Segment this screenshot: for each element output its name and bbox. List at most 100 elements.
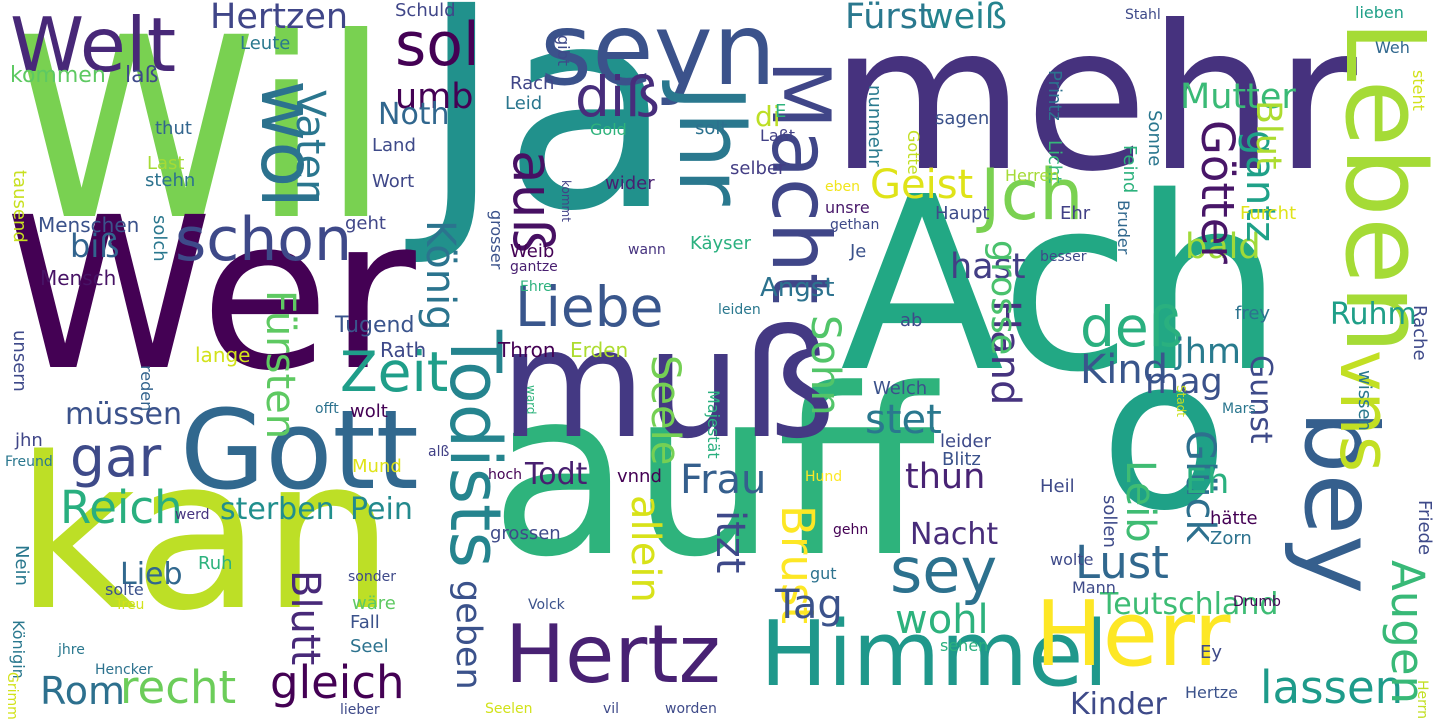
cloud-word: gleich bbox=[270, 656, 405, 709]
cloud-word: grosse bbox=[983, 240, 1023, 356]
cloud-word: offt bbox=[315, 401, 339, 417]
cloud-word: Herr bbox=[1035, 582, 1231, 687]
cloud-word: gethan bbox=[830, 217, 880, 233]
cloud-word: deß bbox=[1080, 295, 1184, 359]
cloud-word: geben bbox=[448, 580, 488, 690]
cloud-word: Welch bbox=[873, 378, 928, 399]
cloud-word: Augen bbox=[1381, 560, 1434, 705]
cloud-word: Ehr bbox=[1060, 203, 1091, 224]
cloud-word: vil bbox=[603, 701, 620, 717]
cloud-word: Treu bbox=[115, 597, 145, 613]
cloud-word: kan bbox=[15, 412, 395, 657]
cloud-word: sey bbox=[890, 534, 998, 607]
cloud-word: stet bbox=[865, 397, 942, 443]
cloud-word: Volck bbox=[528, 597, 565, 613]
cloud-word: bald bbox=[1185, 227, 1261, 267]
cloud-word: jhn bbox=[15, 430, 43, 451]
cloud-word: Laßt bbox=[760, 126, 796, 145]
cloud-word: Mutter bbox=[1180, 77, 1296, 117]
cloud-word: solch bbox=[149, 215, 170, 262]
cloud-word: Himmel bbox=[760, 602, 1109, 707]
cloud-word: kommen bbox=[10, 63, 106, 88]
cloud-word: jhre bbox=[58, 642, 85, 658]
cloud-word: Haupt bbox=[935, 203, 990, 224]
cloud-word: Kind bbox=[1080, 347, 1169, 393]
cloud-word: wider bbox=[605, 173, 655, 194]
cloud-word: Käyser bbox=[690, 233, 752, 254]
cloud-word: sagen bbox=[935, 108, 990, 129]
cloud-word: Glück bbox=[1177, 430, 1223, 543]
cloud-word: Eh bbox=[1185, 462, 1230, 502]
cloud-word: Zeit bbox=[340, 340, 449, 404]
cloud-word: umb bbox=[395, 77, 474, 117]
cloud-word: Noth bbox=[378, 97, 450, 132]
cloud-word: reden bbox=[137, 365, 156, 412]
cloud-word: wohl bbox=[895, 597, 989, 643]
cloud-word: Rom bbox=[40, 669, 125, 713]
cloud-word: gar bbox=[70, 425, 162, 489]
cloud-word: lieber bbox=[340, 702, 380, 718]
cloud-word: Printz bbox=[1044, 70, 1065, 121]
cloud-word: Lust bbox=[1075, 536, 1169, 589]
cloud-word: Lieb bbox=[120, 557, 183, 592]
cloud-word: Bruder bbox=[1114, 200, 1133, 255]
cloud-word: grossen bbox=[490, 523, 561, 544]
cloud-word: Hertze bbox=[1185, 683, 1238, 702]
cloud-word: auff bbox=[490, 341, 936, 608]
cloud-word: allein bbox=[622, 495, 668, 603]
cloud-word: Tag bbox=[775, 582, 843, 628]
cloud-word: Teutschland bbox=[1100, 587, 1279, 622]
cloud-word: Sohn bbox=[802, 315, 848, 416]
cloud-word: vnnd bbox=[617, 466, 662, 487]
cloud-word: gibt bbox=[554, 35, 573, 67]
cloud-word: sollen bbox=[1099, 495, 1120, 548]
cloud-word: Seele bbox=[642, 355, 688, 466]
cloud-word: laß bbox=[125, 63, 159, 88]
cloud-word: unsre bbox=[825, 198, 870, 217]
cloud-word: solte bbox=[105, 580, 144, 599]
cloud-word: Drumb bbox=[1233, 594, 1281, 610]
cloud-word: biß bbox=[70, 227, 120, 265]
cloud-word: mehr bbox=[830, 0, 1357, 216]
cloud-word: grosser bbox=[487, 210, 506, 270]
cloud-word: vns bbox=[1324, 350, 1406, 473]
cloud-word: Licht bbox=[1044, 140, 1065, 184]
cloud-word: thut bbox=[155, 118, 192, 139]
cloud-word: Gold bbox=[590, 120, 627, 139]
cloud-word: Jch bbox=[980, 154, 1084, 236]
cloud-word: König bbox=[417, 220, 463, 331]
cloud-word: di bbox=[755, 100, 781, 133]
cloud-word: sonder bbox=[348, 569, 396, 585]
cloud-word: Geist bbox=[870, 162, 974, 208]
cloud-word: Frau bbox=[680, 457, 767, 503]
cloud-word: Stahl bbox=[1125, 7, 1161, 23]
cloud-word: Hertzen bbox=[210, 0, 349, 37]
cloud-word: Todists bbox=[434, 330, 516, 568]
cloud-word: Stadt bbox=[1174, 385, 1188, 417]
cloud-word: Last bbox=[147, 153, 185, 174]
cloud-word: Reich bbox=[60, 481, 183, 534]
cloud-word: Angst bbox=[760, 273, 835, 303]
cloud-word: ward bbox=[524, 385, 538, 415]
cloud-word: wolt bbox=[350, 401, 388, 422]
cloud-word: Blutt bbox=[282, 570, 328, 666]
cloud-word: Fall bbox=[350, 612, 380, 633]
cloud-word: Menschen bbox=[38, 213, 140, 237]
cloud-word: Welt bbox=[10, 1, 177, 89]
cloud-word: Brust bbox=[771, 505, 824, 624]
cloud-word: eben bbox=[825, 179, 860, 195]
cloud-word: Rath bbox=[380, 338, 427, 362]
cloud-word: Tugend bbox=[335, 313, 415, 338]
cloud-word: hoch bbox=[488, 467, 523, 483]
cloud-word: Schuld bbox=[395, 0, 456, 21]
cloud-word: seyn bbox=[540, 0, 777, 108]
cloud-word: Seelen bbox=[485, 701, 533, 717]
cloud-word: jhm bbox=[1175, 332, 1242, 372]
cloud-word: tausend bbox=[9, 170, 30, 243]
cloud-word: Ey bbox=[1200, 642, 1223, 663]
cloud-word: alß bbox=[428, 444, 450, 460]
cloud-word: Zorn bbox=[1210, 528, 1252, 549]
cloud-word: bey bbox=[1282, 410, 1399, 595]
cloud-word: recht bbox=[120, 661, 237, 714]
